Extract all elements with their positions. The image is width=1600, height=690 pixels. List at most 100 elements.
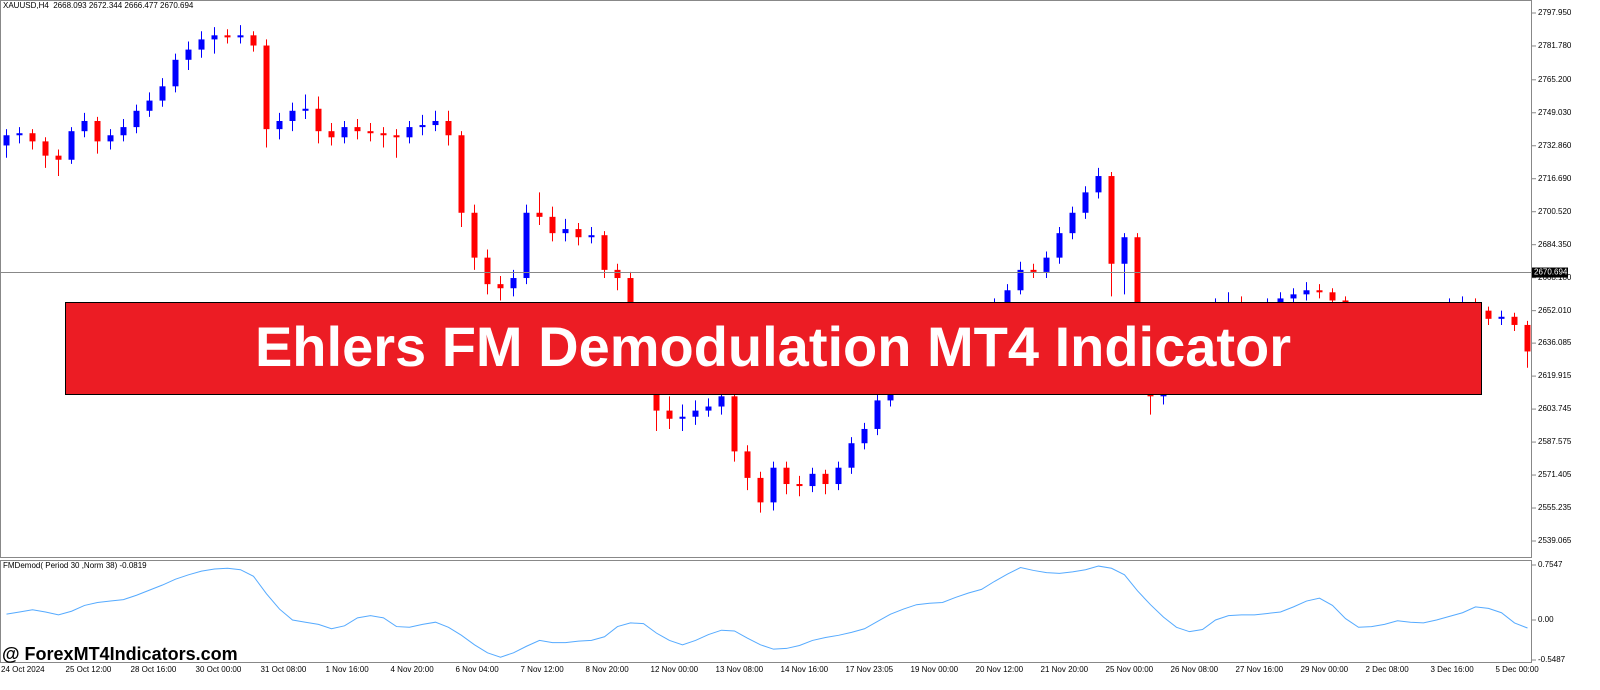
candle-body — [406, 127, 413, 138]
candle-body — [835, 467, 842, 485]
candle-body — [1277, 298, 1284, 305]
candle-body — [302, 108, 309, 111]
candle-body — [874, 400, 881, 429]
candle-body — [3, 135, 10, 146]
candle-body — [367, 131, 374, 134]
main-pane — [0, 0, 1532, 558]
watermark: @ ForexMT4Indicators.com — [2, 644, 238, 664]
candle-body — [783, 467, 790, 485]
candle-body — [1290, 294, 1297, 299]
candle-body — [1316, 290, 1323, 293]
y-tick-label: 2716.690 — [1538, 174, 1572, 183]
marks: 2797.950 2781.780 2765.200 2749.030 2732.860… — [0, 8, 1572, 674]
candle-body — [445, 120, 452, 136]
candle-body — [263, 45, 270, 130]
x-tick-label: 26 Nov 08:00 — [1171, 665, 1219, 674]
candle-body — [1524, 324, 1531, 352]
candle-body — [29, 133, 36, 142]
candle-body — [1121, 237, 1128, 264]
x-tick-label: 21 Nov 20:00 — [1041, 665, 1089, 674]
candle-body — [718, 396, 725, 407]
candle-body — [42, 141, 49, 156]
indicator-line — [6, 565, 1528, 658]
candle-body — [510, 278, 517, 289]
x-tick-label: 31 Oct 08:00 — [261, 665, 307, 674]
candle-body — [601, 235, 608, 270]
candle-body — [1069, 212, 1076, 234]
x-tick-label: 29 Nov 00:00 — [1301, 665, 1349, 674]
candle-body — [341, 127, 348, 138]
candle-body — [1485, 310, 1492, 319]
candle-body — [770, 467, 777, 503]
candle-body — [497, 284, 504, 289]
candle-body — [861, 428, 868, 444]
candle-body — [211, 35, 218, 40]
y-tick-label: -0.5487 — [1538, 655, 1566, 664]
x-tick-label: 4 Nov 20:00 — [391, 665, 435, 674]
candle-body — [419, 125, 426, 128]
x-tick-label: 6 Nov 04:00 — [456, 665, 500, 674]
candle-body — [1329, 292, 1336, 301]
candle-body — [1004, 290, 1011, 305]
candle-body — [107, 135, 114, 142]
x-tick-label: 24 Oct 2024 — [1, 665, 45, 674]
candle-body — [1511, 316, 1518, 325]
y-tick-label: 2684.350 — [1538, 240, 1572, 249]
y-tick-label: 2749.030 — [1538, 108, 1572, 117]
candle-body — [68, 131, 75, 160]
candle-body — [458, 135, 465, 213]
candle-body — [250, 35, 257, 46]
y-tick-label: 2555.235 — [1538, 503, 1572, 512]
candle-body — [276, 120, 283, 130]
candle-body — [432, 120, 439, 126]
candle-body — [614, 269, 621, 279]
candle-body — [1043, 257, 1050, 272]
x-tick-label: 20 Nov 12:00 — [976, 665, 1024, 674]
candle-body — [81, 120, 88, 132]
y-tick-label: 2781.780 — [1538, 41, 1572, 50]
y-tick-label: 2603.745 — [1538, 404, 1572, 413]
y-tick-label: 0.00 — [1538, 615, 1554, 624]
candle-body — [354, 127, 361, 132]
x-tick-label: 30 Oct 00:00 — [196, 665, 242, 674]
y-tick-label: 2652.010 — [1538, 306, 1572, 315]
candle-body — [1056, 233, 1063, 258]
candle-body — [1030, 269, 1037, 272]
y-tick-label: 2587.575 — [1538, 437, 1572, 446]
candle-body — [705, 406, 712, 411]
candle-body — [744, 451, 751, 478]
x-tick-label: 5 Dec 00:00 — [1496, 665, 1540, 674]
x-tick-label: 7 Nov 12:00 — [521, 665, 565, 674]
candle-body — [146, 100, 153, 111]
candle-body — [627, 278, 634, 315]
candle-body — [1095, 176, 1102, 193]
candle-body — [562, 229, 569, 234]
candle-body — [692, 410, 699, 417]
x-tick-label: 1 Nov 16:00 — [326, 665, 370, 674]
candle-body — [198, 39, 205, 50]
candle-body — [159, 86, 166, 101]
x-tick-label: 8 Nov 20:00 — [586, 665, 630, 674]
candle-body — [796, 484, 803, 487]
y-tick-label: 2732.860 — [1538, 141, 1572, 150]
candle-body — [289, 110, 296, 121]
indicator-pane — [0, 560, 1532, 663]
banner — [65, 302, 1482, 395]
candle-body — [55, 155, 62, 160]
candle-body — [185, 49, 192, 60]
x-tick-label: 17 Nov 23:05 — [846, 665, 894, 674]
price-box — [1532, 267, 1568, 278]
candle-body — [822, 473, 829, 485]
candle-body — [380, 133, 387, 136]
x-tick-label: 3 Dec 16:00 — [1431, 665, 1475, 674]
y-tick-label: 2765.200 — [1538, 75, 1572, 84]
candle-body — [848, 443, 855, 468]
candle-body — [172, 59, 179, 87]
x-tick-label: 13 Nov 08:00 — [716, 665, 764, 674]
x-tick-label: 12 Nov 00:00 — [651, 665, 699, 674]
candle-body — [549, 216, 556, 234]
candle-body — [393, 135, 400, 138]
y-tick-label: 2700.520 — [1538, 207, 1572, 216]
candle-body — [315, 108, 322, 132]
